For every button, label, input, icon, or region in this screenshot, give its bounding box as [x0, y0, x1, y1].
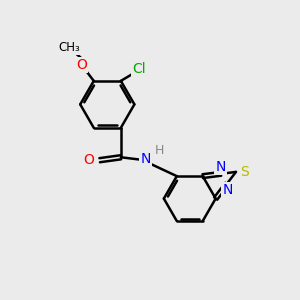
- Text: N: N: [222, 183, 233, 197]
- Text: S: S: [240, 165, 249, 179]
- Text: H: H: [154, 144, 164, 157]
- Text: N: N: [140, 152, 151, 166]
- Text: N: N: [215, 160, 226, 174]
- Text: CH₃: CH₃: [58, 41, 80, 54]
- Text: O: O: [83, 153, 94, 167]
- Text: O: O: [76, 58, 87, 72]
- Text: Cl: Cl: [133, 62, 146, 76]
